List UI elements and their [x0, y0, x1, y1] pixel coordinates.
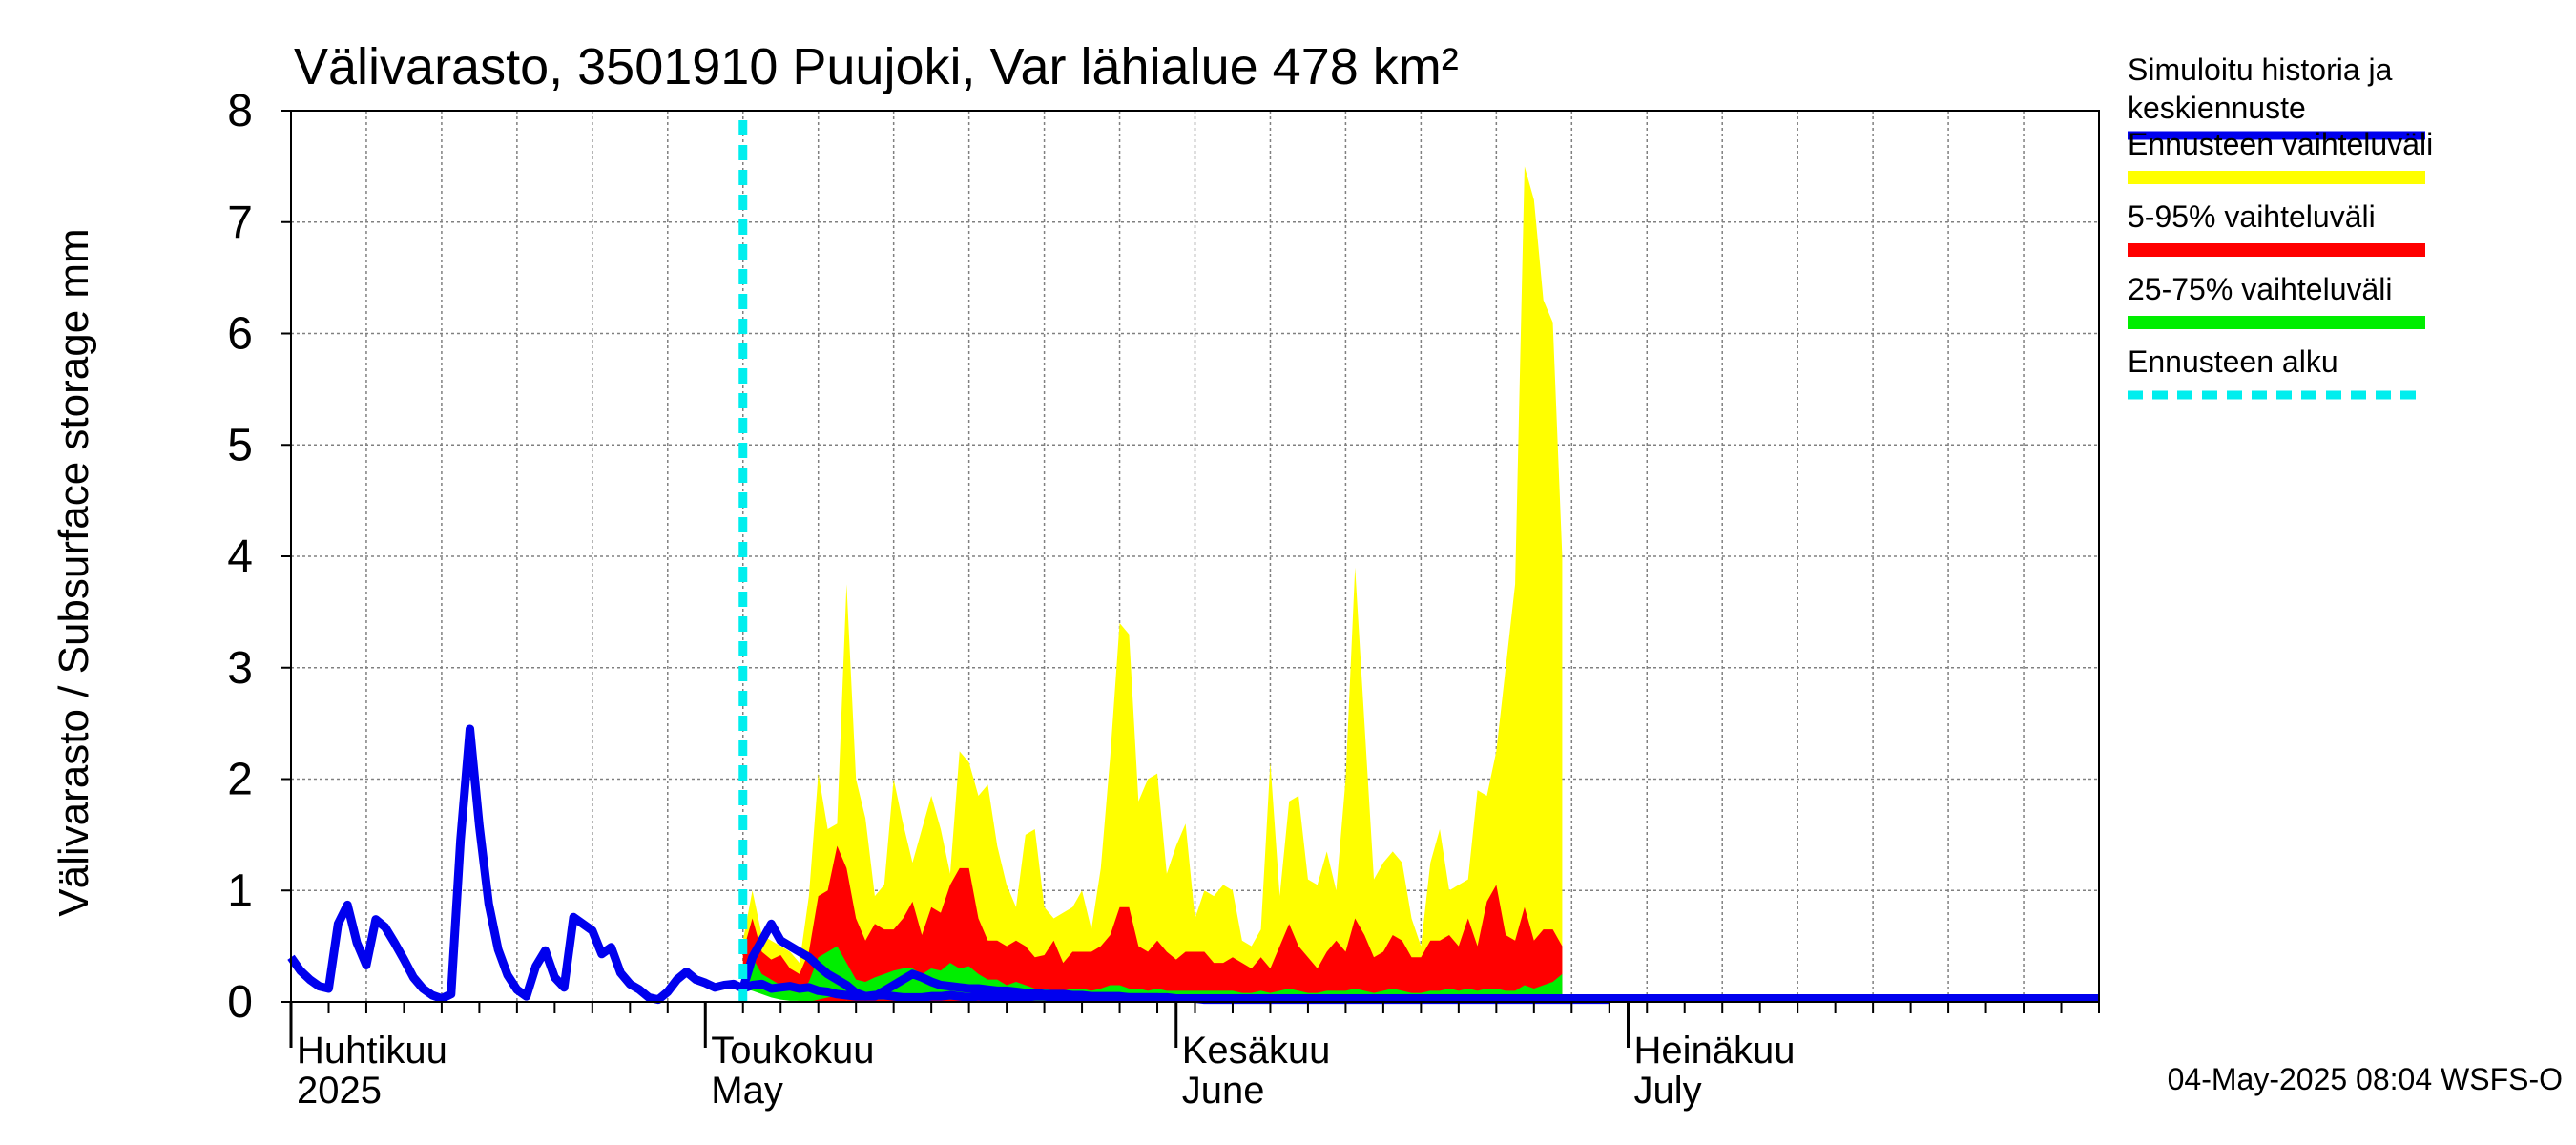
- plot-area: 012345678Huhtikuu2025ToukokuuMayKesäkuuJ…: [227, 86, 2100, 1112]
- y-tick-label: 4: [227, 531, 253, 582]
- y-tick-label: 5: [227, 420, 253, 470]
- x-month-sublabel: 2025: [297, 1070, 382, 1112]
- y-tick-label: 2: [227, 755, 253, 805]
- y-tick-label: 3: [227, 643, 253, 694]
- chart-title: Välivarasto, 3501910 Puujoki, Var lähial…: [294, 38, 1459, 95]
- legend-label: Simuloitu historia ja: [2128, 52, 2393, 87]
- y-tick-label: 6: [227, 309, 253, 360]
- x-month-label: Kesäkuu: [1182, 1030, 1331, 1072]
- band-5-95: [742, 845, 1563, 1002]
- x-month-label: Heinäkuu: [1634, 1030, 1796, 1072]
- legend-label: 25-75% vaihteluväli: [2128, 272, 2393, 306]
- legend-label: Ennusteen alku: [2128, 344, 2338, 379]
- band-forecast-range: [742, 166, 1563, 1002]
- legend: Simuloitu historia jakeskiennusteEnnuste…: [2128, 52, 2433, 400]
- legend-label: 5-95% vaihteluväli: [2128, 199, 2376, 234]
- y-tick-label: 0: [227, 977, 253, 1028]
- legend-label: Ennusteen vaihteluväli: [2128, 127, 2433, 161]
- median-forecast-line: [738, 919, 2099, 1003]
- legend-label-line2: keskiennuste: [2128, 91, 2306, 125]
- y-tick-label: 7: [227, 198, 253, 248]
- x-month-sublabel: June: [1182, 1070, 1265, 1112]
- y-tick-label: 1: [227, 865, 253, 916]
- x-month-sublabel: July: [1634, 1070, 1702, 1112]
- y-tick-label: 8: [227, 86, 253, 136]
- y-axis-label: Välivarasto / Subsurface storage mm: [51, 228, 97, 916]
- x-month-sublabel: May: [711, 1070, 783, 1112]
- footer-timestamp: 04-May-2025 08:04 WSFS-O: [2168, 1062, 2563, 1096]
- x-month-label: Toukokuu: [711, 1030, 874, 1072]
- x-month-label: Huhtikuu: [297, 1030, 447, 1072]
